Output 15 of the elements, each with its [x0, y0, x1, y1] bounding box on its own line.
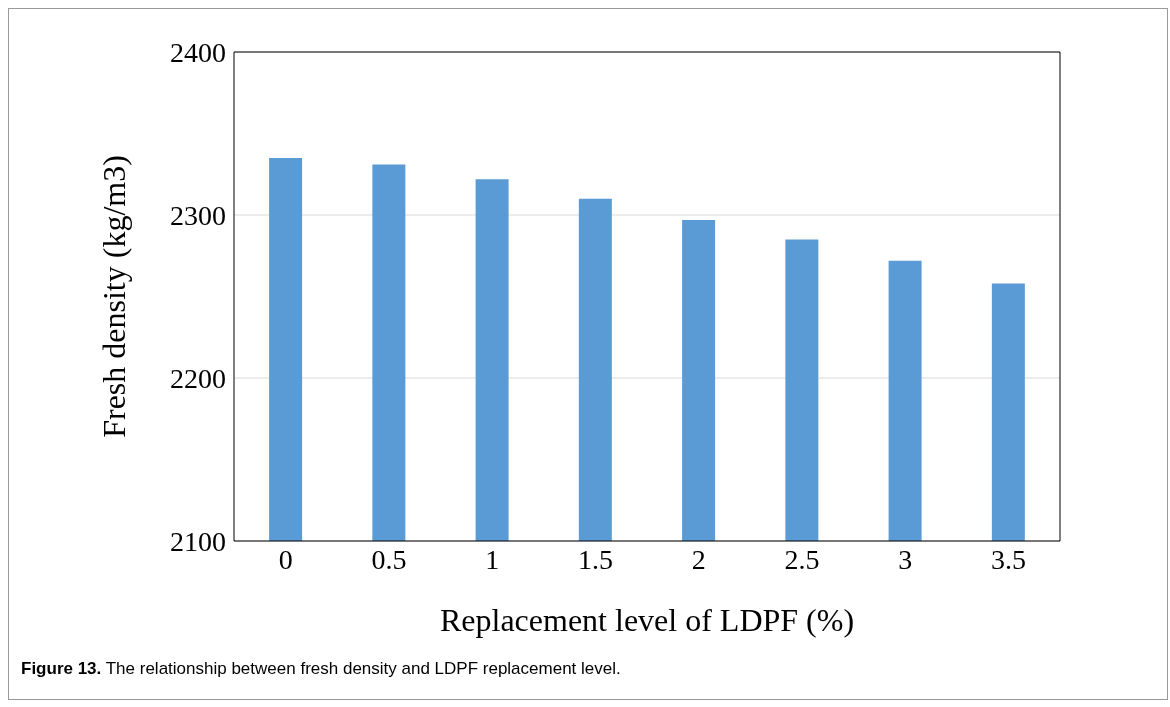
x-tick-label: 2.5	[784, 543, 820, 575]
y-tick-label: 2300	[170, 199, 226, 231]
x-tick-label: 1.5	[577, 543, 613, 575]
x-tick-label: 0	[278, 543, 293, 575]
x-tick-label: 0.5	[371, 543, 407, 575]
x-axis-title: Replacement level of LDPF (%)	[439, 602, 855, 638]
y-tick-label: 2200	[170, 362, 226, 394]
y-tick-label: 2400	[170, 36, 226, 68]
y-axis-title: Fresh density (kg/m3)	[96, 155, 133, 438]
x-tick-label: 3.5	[990, 543, 1026, 575]
x-tick-label: 3	[898, 543, 913, 575]
y-tick-label: 2100	[170, 525, 226, 557]
x-tick-label: 2	[691, 543, 706, 575]
x-tick-label: 1	[485, 543, 500, 575]
caption: Figure 13. The relationship between fresh density and LDPF replacement level.	[21, 659, 621, 679]
